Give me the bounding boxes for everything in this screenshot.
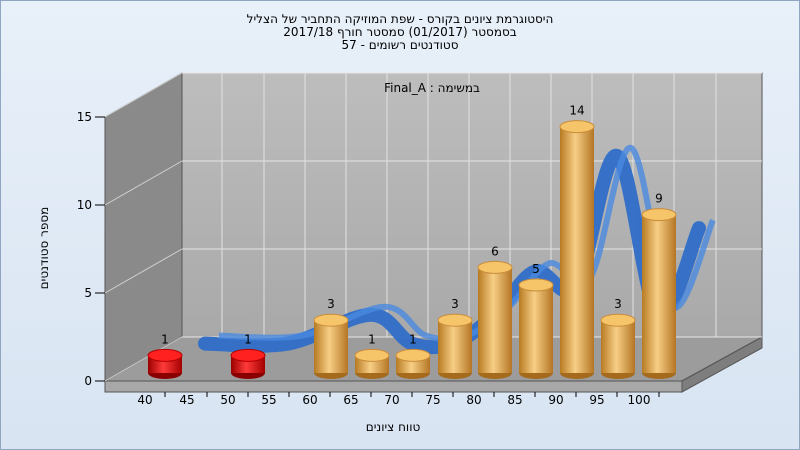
bars-group: 1 1 3 1 1 3 6 5 14 3 9 bbox=[147, 104, 677, 379]
bar-top bbox=[354, 348, 390, 362]
x-tick-label: 65 bbox=[343, 393, 358, 407]
y-axis-title: מספר סטודנטים bbox=[37, 207, 51, 290]
bar bbox=[438, 320, 472, 373]
x-tick-label: 100 bbox=[628, 393, 651, 407]
bar-value-label: 5 bbox=[532, 262, 540, 276]
y-tick-label: 10 bbox=[77, 198, 92, 212]
x-tick-label: 75 bbox=[425, 393, 440, 407]
bar-value-label: 3 bbox=[327, 297, 335, 311]
bar-value-label: 14 bbox=[569, 104, 584, 118]
bar bbox=[519, 285, 553, 373]
x-tick-label: 50 bbox=[220, 393, 235, 407]
x-tick-label: 80 bbox=[466, 393, 481, 407]
bar-top bbox=[641, 208, 677, 222]
bar-value-label: 1 bbox=[161, 332, 169, 346]
y-tick-label: 5 bbox=[84, 286, 92, 300]
floor-edge bbox=[104, 380, 683, 393]
bar bbox=[560, 126, 594, 373]
x-tick-label: 40 bbox=[137, 393, 152, 407]
left-wall bbox=[104, 72, 183, 382]
bar bbox=[642, 214, 676, 373]
bar-top bbox=[518, 278, 554, 292]
x-tick-label: 55 bbox=[261, 393, 276, 407]
bar bbox=[314, 320, 348, 373]
x-tick-label: 85 bbox=[507, 393, 522, 407]
bar-value-label: 1 bbox=[244, 332, 252, 346]
chart-title: היסטוגרמת ציונים בקורס - שפת המוזיקה התח… bbox=[246, 12, 554, 26]
x-tick-label: 70 bbox=[384, 393, 399, 407]
x-tick-label: 95 bbox=[589, 393, 604, 407]
bar-top bbox=[230, 348, 266, 362]
gridline-side bbox=[104, 336, 183, 382]
gridline-side bbox=[104, 72, 183, 118]
bar-top bbox=[395, 348, 431, 362]
chart-subtitle-semester: בסמסטר (01/2017) סמסטר חורף 2017/18 bbox=[283, 25, 517, 39]
bar-value-label: 9 bbox=[655, 192, 663, 206]
bar-value-label: 1 bbox=[409, 332, 417, 346]
x-tick-label: 90 bbox=[548, 393, 563, 407]
chart-subtitle-students: סטודנטים רשומים - 57 bbox=[341, 38, 459, 52]
bar-top bbox=[313, 313, 349, 327]
bar-value-label: 6 bbox=[491, 244, 499, 258]
bar-value-label: 3 bbox=[614, 297, 622, 311]
floor-side bbox=[681, 336, 763, 393]
x-axis-title: טווח ציונים bbox=[366, 420, 421, 434]
x-tick-label: 60 bbox=[302, 393, 317, 407]
bar-top bbox=[477, 260, 513, 274]
bar-value-label: 3 bbox=[451, 297, 459, 311]
bar-top bbox=[147, 348, 183, 362]
bar bbox=[601, 320, 635, 373]
y-tick-label: 0 bbox=[84, 374, 92, 388]
gridline-side bbox=[104, 248, 183, 294]
bar-value-label: 1 bbox=[368, 332, 376, 346]
task-annotation: במשימה : Final_A bbox=[384, 81, 480, 95]
gridline-side bbox=[104, 160, 183, 206]
bar-top bbox=[600, 313, 636, 327]
x-tick-label: 45 bbox=[179, 393, 194, 407]
bar-top bbox=[437, 313, 473, 327]
y-tick-label: 15 bbox=[77, 110, 92, 124]
bar bbox=[478, 267, 512, 373]
bar-top bbox=[559, 120, 595, 134]
